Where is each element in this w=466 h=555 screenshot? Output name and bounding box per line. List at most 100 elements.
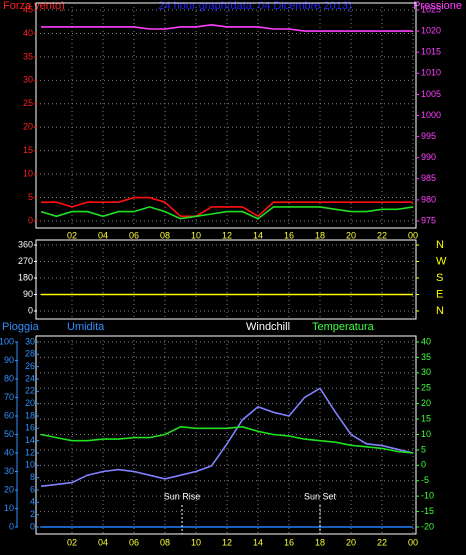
x-tick-label: 12 <box>222 537 232 547</box>
y2-tick-label: 30 <box>421 367 431 377</box>
y3-tick-label: 28 <box>25 349 35 359</box>
data-line <box>40 425 414 454</box>
x-tick-label: 02 <box>67 537 77 547</box>
x-tick-label: 00 <box>408 230 418 240</box>
x-tick-label: 16 <box>284 537 294 547</box>
y2-tick-label: E <box>436 288 443 300</box>
y3-tick-label: 20 <box>25 398 35 408</box>
y2-tick-label: N <box>436 305 444 317</box>
annotation: Sun Set <box>304 491 337 501</box>
data-line <box>41 23 413 32</box>
y2-tick-label: 40 <box>421 336 431 346</box>
y2-tick-label: 1015 <box>421 47 441 57</box>
x-tick-label: 08 <box>160 537 170 547</box>
x-tick-label: 08 <box>160 230 170 240</box>
y-tick-label: 30 <box>4 466 14 476</box>
y-tick-label: 15 <box>23 145 33 155</box>
y-tick-label: 20 <box>4 484 14 494</box>
y2-tick-label: 10 <box>421 429 431 439</box>
y2-tick-label: -5 <box>421 475 429 485</box>
y2-tick-label: 5 <box>421 444 426 454</box>
x-tick-label: 16 <box>284 230 294 240</box>
y2-tick-label: 15 <box>421 413 431 423</box>
y2-tick-label: 990 <box>421 152 436 162</box>
y2-tick-label: 995 <box>421 131 436 141</box>
y-tick-label: 360 <box>18 239 33 249</box>
x-tick-label: 10 <box>191 537 201 547</box>
y2-tick-label: -15 <box>421 506 434 516</box>
y3-tick-label: 12 <box>25 447 35 457</box>
y2-tick-label: 985 <box>421 173 436 183</box>
y-tick-label: 0 <box>9 521 14 531</box>
y3-tick-label: 18 <box>25 410 35 420</box>
y2-tick-label: 1000 <box>421 110 441 120</box>
x-tick-label: 02 <box>67 230 77 240</box>
y2-tick-label: 0 <box>421 460 426 470</box>
y-tick-label: 50 <box>4 429 14 439</box>
x-tick-label: 20 <box>346 230 356 240</box>
y-tick-label: 100 <box>0 336 14 346</box>
y-tick-label: 270 <box>18 256 33 266</box>
y-tick-label: 0 <box>28 305 33 315</box>
y3-tick-label: 8 <box>30 472 35 482</box>
x-tick-label: 04 <box>98 230 108 240</box>
y2-tick-label: 1010 <box>421 68 441 78</box>
x-tick-label: 18 <box>315 537 325 547</box>
data-line <box>40 206 414 220</box>
data-line <box>40 387 414 488</box>
y3-tick-label: 10 <box>25 460 35 470</box>
y-tick-label: 10 <box>4 503 14 513</box>
y-tick-label: 80 <box>4 373 14 383</box>
pressure-label: Pressione <box>413 0 462 12</box>
y3-tick-label: 22 <box>25 386 35 396</box>
y3-tick-label: 2 <box>30 509 35 519</box>
humidity-label: Umidita <box>67 321 105 333</box>
y-tick-label: 45 <box>23 4 33 14</box>
y2-tick-label: 25 <box>421 383 431 393</box>
y-tick-label: 60 <box>4 410 14 420</box>
x-tick-label: 22 <box>377 230 387 240</box>
x-tick-label: 06 <box>129 230 139 240</box>
y3-tick-label: 0 <box>30 521 35 531</box>
y-tick-label: 90 <box>23 289 33 299</box>
windchill-label: Windchill <box>246 321 290 333</box>
wind-label: Forza vento) <box>3 0 65 12</box>
y2-tick-label: 35 <box>421 352 431 362</box>
y3-tick-label: 26 <box>25 361 35 371</box>
y2-tick-label: 1005 <box>421 89 441 99</box>
rain-label: Pioggia <box>2 321 40 333</box>
y-tick-label: 5 <box>28 192 33 202</box>
x-tick-label: 12 <box>222 230 232 240</box>
y-tick-label: 35 <box>23 51 33 61</box>
y3-tick-label: 6 <box>30 484 35 494</box>
y3-tick-label: 4 <box>30 497 35 507</box>
y-tick-label: 0 <box>28 215 33 225</box>
data-line <box>41 196 413 218</box>
y2-tick-label: 980 <box>421 194 436 204</box>
y2-tick-label: S <box>436 272 443 284</box>
y-tick-label: 70 <box>4 392 14 402</box>
x-tick-label: 20 <box>346 537 356 547</box>
x-tick-label: 00 <box>408 537 418 547</box>
y-tick-label: 30 <box>23 75 33 85</box>
x-tick-label: 04 <box>98 537 108 547</box>
panel-frame <box>35 239 417 320</box>
annotation: Sun Rise <box>164 491 201 501</box>
y2-tick-label: -20 <box>421 521 434 531</box>
y2-tick-label: 20 <box>421 398 431 408</box>
x-tick-label: 22 <box>377 537 387 547</box>
y-tick-label: 40 <box>4 447 14 457</box>
chart-title: 24 hour graph(data: 04 Dicembre 2013) <box>158 0 351 12</box>
y-tick-label: 90 <box>4 355 14 365</box>
y2-tick-label: 1020 <box>421 25 441 35</box>
x-tick-label: 10 <box>191 230 201 240</box>
y-tick-label: 10 <box>23 168 33 178</box>
y3-tick-label: 24 <box>25 373 35 383</box>
y-tick-label: 25 <box>23 98 33 108</box>
y3-tick-label: 14 <box>25 435 35 445</box>
y-tick-label: 40 <box>23 28 33 38</box>
x-tick-label: 18 <box>315 230 325 240</box>
y-tick-label: 180 <box>18 272 33 282</box>
x-tick-label: 06 <box>129 537 139 547</box>
